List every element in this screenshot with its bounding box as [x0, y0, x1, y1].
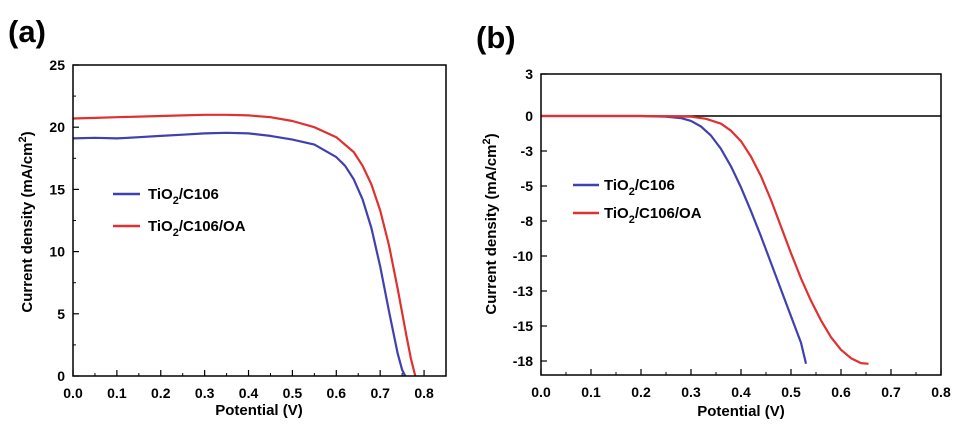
panel-a-series-1-line — [72, 131, 407, 377]
panel-b-xtick-label: 0.6 — [831, 384, 851, 400]
panel-a-xtick-label: 0.6 — [327, 385, 347, 401]
panel-a-xtick-label: 0.1 — [107, 385, 127, 401]
legend-text: TiO — [148, 218, 173, 235]
panel-b-xtick-label: 0.8 — [931, 384, 951, 400]
panel-b-ylabel-sup: 2 — [481, 138, 493, 144]
panel-a-frame — [72, 64, 447, 377]
panel-b-xtick-label: 0.1 — [581, 384, 601, 400]
panel-b-ylabel-end: ) — [483, 133, 500, 138]
panel-a-label: (a) — [8, 14, 46, 49]
panel-a-ytick-label: 10 — [49, 244, 65, 260]
panel-b-xlabel: Potential (V) — [697, 403, 785, 420]
panel-a-legend-entry-2: TiO2/C106/OA — [148, 218, 246, 239]
panel-a-xtick-label: 0.8 — [414, 385, 434, 401]
panel-b-ytick-label: -3 — [521, 143, 534, 159]
legend-text: TiO — [148, 186, 173, 203]
panel-b-frame — [540, 73, 942, 376]
panel-a-xtick-label: 0.0 — [63, 385, 83, 401]
panel-b-ytick-label: 3 — [525, 66, 533, 82]
legend-text: TiO — [604, 205, 629, 222]
panel-b-ytick-label: 0 — [525, 108, 533, 124]
panel-b-xtick-label: 0.0 — [531, 384, 551, 400]
panel-a-ylabel-end: ) — [19, 131, 36, 136]
panel-b-xtick-label: 0.2 — [631, 384, 651, 400]
panel-a-legend-entry-1: TiO2/C106 — [148, 186, 219, 207]
legend-subscript: 2 — [629, 186, 635, 198]
legend-text: /C106/OA — [635, 205, 702, 222]
legend-text: /C106/OA — [179, 218, 246, 235]
legend-text: /C106 — [179, 186, 219, 203]
panel-b-label: (b) — [476, 20, 516, 55]
panel-a-xlabel: Potential (V) — [215, 402, 303, 419]
panel-a-ticks: 0.0 0.1 0.2 0.3 0.4 0.5 0.6 0.7 0.8 0 5 10 15 20 25 — [49, 57, 434, 401]
panel-b-legend: TiO2/C106 TiO2/C106/OA — [573, 177, 702, 226]
panel-a-xtick-label: 0.3 — [195, 385, 215, 401]
panel-b-series-1-line — [541, 114, 808, 365]
panel-b-ytick-label: -5 — [521, 178, 534, 194]
panel-a-series-2-line — [72, 113, 417, 377]
panel-a-ylabel: Current density (mA/cm2) — [17, 131, 36, 312]
panel-a-xtick-label: 0.7 — [370, 385, 390, 401]
panel-a: (a) 0.0 0.1 0.2 0.3 0.4 0.5 0.6 0.7 0.8 0 5 10 15 20 2… — [8, 14, 447, 419]
panel-b-series-2-line — [541, 114, 869, 365]
panel-a-xtick-label: 0.4 — [239, 385, 259, 401]
panel-a-ytick-label: 5 — [57, 306, 65, 322]
panel-a-xtick-label: 0.5 — [283, 385, 303, 401]
panel-b-xtick-label: 0.5 — [781, 384, 801, 400]
panel-b-ylabel-main: Current density (mA/cm — [483, 145, 500, 315]
panel-b-xtick-label: 0.7 — [881, 384, 901, 400]
panel-b-ticks: 0.0 0.1 0.2 0.3 0.4 0.5 0.6 0.7 0.8 3 0 -3 -5 -8 -10 -1… — [513, 66, 951, 400]
panel-a-legend: TiO2/C106 TiO2/C106/OA — [113, 186, 246, 239]
panel-a-ylabel-main: Current density (mA/cm — [19, 143, 36, 313]
panel-b-ytick-label: -8 — [521, 213, 534, 229]
panel-b-ytick-label: -10 — [513, 248, 533, 264]
panel-a-ylabel-sup: 2 — [17, 136, 29, 142]
legend-text: /C106 — [635, 177, 675, 194]
legend-subscript: 2 — [629, 214, 635, 226]
panel-a-series — [72, 113, 417, 377]
panel-b: (b) 0.0 0.1 0.2 0.3 0.4 0.5 0.6 0.7 0.8 3 0 -3 -5 -8 -… — [476, 20, 951, 420]
panel-a-ytick-label: 25 — [49, 57, 65, 73]
panel-b-ylabel: Current density (mA/cm2) — [481, 133, 500, 314]
panel-a-ytick-label: 0 — [57, 368, 65, 384]
panel-b-ytick-label: -13 — [513, 283, 533, 299]
panel-a-ytick-label: 20 — [49, 119, 65, 135]
panel-a-xtick-label: 0.2 — [151, 385, 171, 401]
panel-b-ytick-label: -18 — [513, 353, 533, 369]
panel-b-legend-entry-2: TiO2/C106/OA — [604, 205, 702, 226]
panel-b-ytick-label: -15 — [513, 318, 533, 334]
panel-b-legend-entry-1: TiO2/C106 — [604, 177, 675, 198]
panel-b-xtick-label: 0.4 — [731, 384, 751, 400]
legend-text: TiO — [604, 177, 629, 194]
panel-a-ytick-label: 15 — [49, 181, 65, 197]
legend-subscript: 2 — [173, 195, 179, 207]
panel-b-xtick-label: 0.3 — [681, 384, 701, 400]
legend-subscript: 2 — [173, 227, 179, 239]
panel-b-series — [541, 114, 869, 365]
